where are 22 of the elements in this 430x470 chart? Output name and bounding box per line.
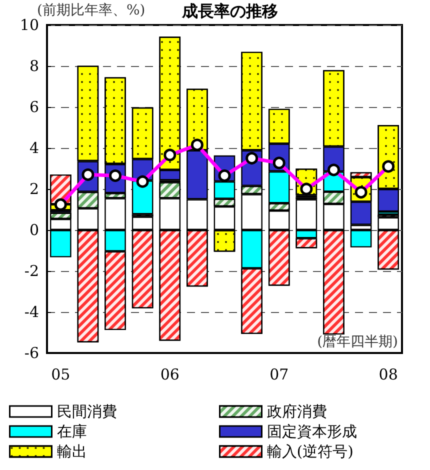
y-tick-label: 4	[29, 139, 39, 157]
x-tick-label: 05	[51, 366, 70, 384]
y-tick-label: -4	[24, 303, 39, 321]
legend-label: 輸出	[56, 442, 87, 460]
y-tick-label: -2	[24, 262, 39, 280]
legend-label: 固定資本形成	[266, 422, 357, 440]
legend-label: 輸入(逆符号)	[266, 442, 354, 460]
y-tick-label: 0	[29, 221, 39, 239]
x-tick-label: 06	[160, 366, 180, 384]
y-tick-label: 10	[20, 16, 39, 34]
legend-label: 民間消費	[56, 402, 117, 420]
chart-title: 成長率の推移	[181, 2, 278, 20]
y-tick-label: -6	[24, 344, 39, 362]
y-tick-label: 6	[29, 98, 39, 116]
legend-label: 政府消費	[266, 402, 327, 420]
y-tick-label: 8	[29, 57, 39, 75]
x-tick-label: 07	[270, 366, 289, 384]
legend-label: 在庫	[56, 422, 87, 440]
x-axis-title: (暦年四半期)	[317, 334, 398, 350]
y-axis-title: (前期比年率、%)	[37, 2, 146, 19]
y-tick-label: 2	[29, 180, 39, 198]
x-tick-label: 08	[378, 366, 398, 384]
